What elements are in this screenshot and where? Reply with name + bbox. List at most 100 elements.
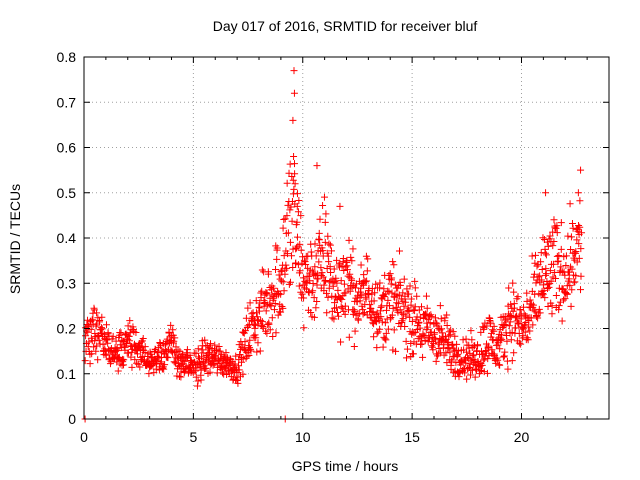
data-point	[411, 303, 419, 311]
data-point	[403, 345, 411, 353]
data-point	[386, 270, 394, 278]
data-point	[539, 290, 547, 298]
data-point	[167, 321, 175, 329]
data-point	[411, 307, 419, 315]
data-point	[514, 319, 522, 327]
data-point	[429, 346, 437, 354]
data-point	[322, 289, 330, 297]
data-point	[470, 351, 478, 359]
data-point	[132, 328, 140, 336]
data-point	[237, 358, 245, 366]
data-point	[341, 302, 349, 310]
data-point	[437, 315, 445, 323]
data-point	[549, 242, 557, 250]
data-point	[314, 275, 322, 283]
data-point	[258, 266, 266, 274]
data-point	[496, 361, 504, 369]
data-point	[561, 295, 569, 303]
data-point	[479, 356, 487, 364]
data-point	[443, 322, 451, 330]
data-point	[506, 311, 514, 319]
data-point	[554, 257, 562, 265]
data-point	[495, 361, 503, 369]
data-point	[490, 322, 498, 330]
data-point	[348, 277, 356, 285]
data-point	[385, 288, 393, 296]
data-point	[350, 343, 358, 351]
data-point	[248, 310, 256, 318]
data-point	[300, 324, 308, 332]
data-point	[323, 309, 331, 317]
data-point	[376, 325, 384, 333]
y-tick-label: 0.5	[57, 185, 77, 201]
data-point	[389, 258, 397, 266]
data-point	[265, 320, 273, 328]
data-point	[284, 250, 292, 258]
data-point	[483, 322, 491, 330]
data-point	[262, 290, 270, 298]
data-point	[289, 116, 297, 124]
data-point	[533, 262, 541, 270]
data-point	[409, 350, 417, 358]
data-point	[552, 292, 560, 300]
data-point	[496, 345, 504, 353]
data-point	[201, 359, 209, 367]
data-point	[389, 304, 397, 312]
data-point	[511, 314, 519, 322]
data-point	[378, 318, 386, 326]
data-point	[499, 353, 507, 361]
data-point	[327, 247, 335, 255]
data-point	[157, 359, 165, 367]
data-point	[263, 289, 271, 297]
data-point	[346, 270, 354, 278]
data-point	[462, 359, 470, 367]
data-point	[541, 249, 549, 257]
data-point	[395, 247, 403, 255]
data-point	[515, 339, 523, 347]
data-point	[543, 238, 551, 246]
data-point	[376, 279, 384, 287]
data-point	[232, 352, 240, 360]
data-point	[419, 353, 427, 361]
data-point	[121, 343, 129, 351]
data-point	[483, 369, 491, 377]
data-point	[480, 324, 488, 332]
data-point	[486, 320, 494, 328]
data-point	[528, 252, 536, 260]
data-point	[256, 299, 264, 307]
data-point	[310, 313, 318, 321]
data-point	[290, 67, 298, 75]
data-point	[454, 350, 462, 358]
data-point	[281, 215, 289, 223]
data-point	[307, 308, 315, 316]
data-point	[422, 310, 430, 318]
data-point	[465, 344, 473, 352]
data-point	[523, 289, 531, 297]
data-point	[357, 261, 365, 269]
data-point	[448, 357, 456, 365]
data-point	[278, 277, 286, 285]
grid-lines	[84, 57, 609, 419]
data-point	[179, 350, 187, 358]
data-point	[295, 282, 303, 290]
data-point	[338, 262, 346, 270]
data-point	[424, 323, 432, 331]
data-point	[573, 258, 581, 266]
y-tick-label: 0.7	[57, 94, 77, 110]
x-axis-label: GPS time / hours	[292, 458, 399, 474]
data-point	[117, 329, 125, 337]
data-point	[473, 347, 481, 355]
data-point	[102, 351, 110, 359]
data-point	[577, 245, 585, 253]
data-point	[411, 277, 419, 285]
data-points	[81, 67, 586, 423]
data-point	[543, 285, 551, 293]
data-point	[262, 307, 270, 315]
data-point	[407, 295, 415, 303]
data-point	[272, 329, 280, 337]
data-point	[504, 365, 512, 373]
data-point	[289, 176, 297, 184]
data-point	[150, 369, 158, 377]
data-point	[333, 309, 341, 317]
data-point	[537, 258, 545, 266]
